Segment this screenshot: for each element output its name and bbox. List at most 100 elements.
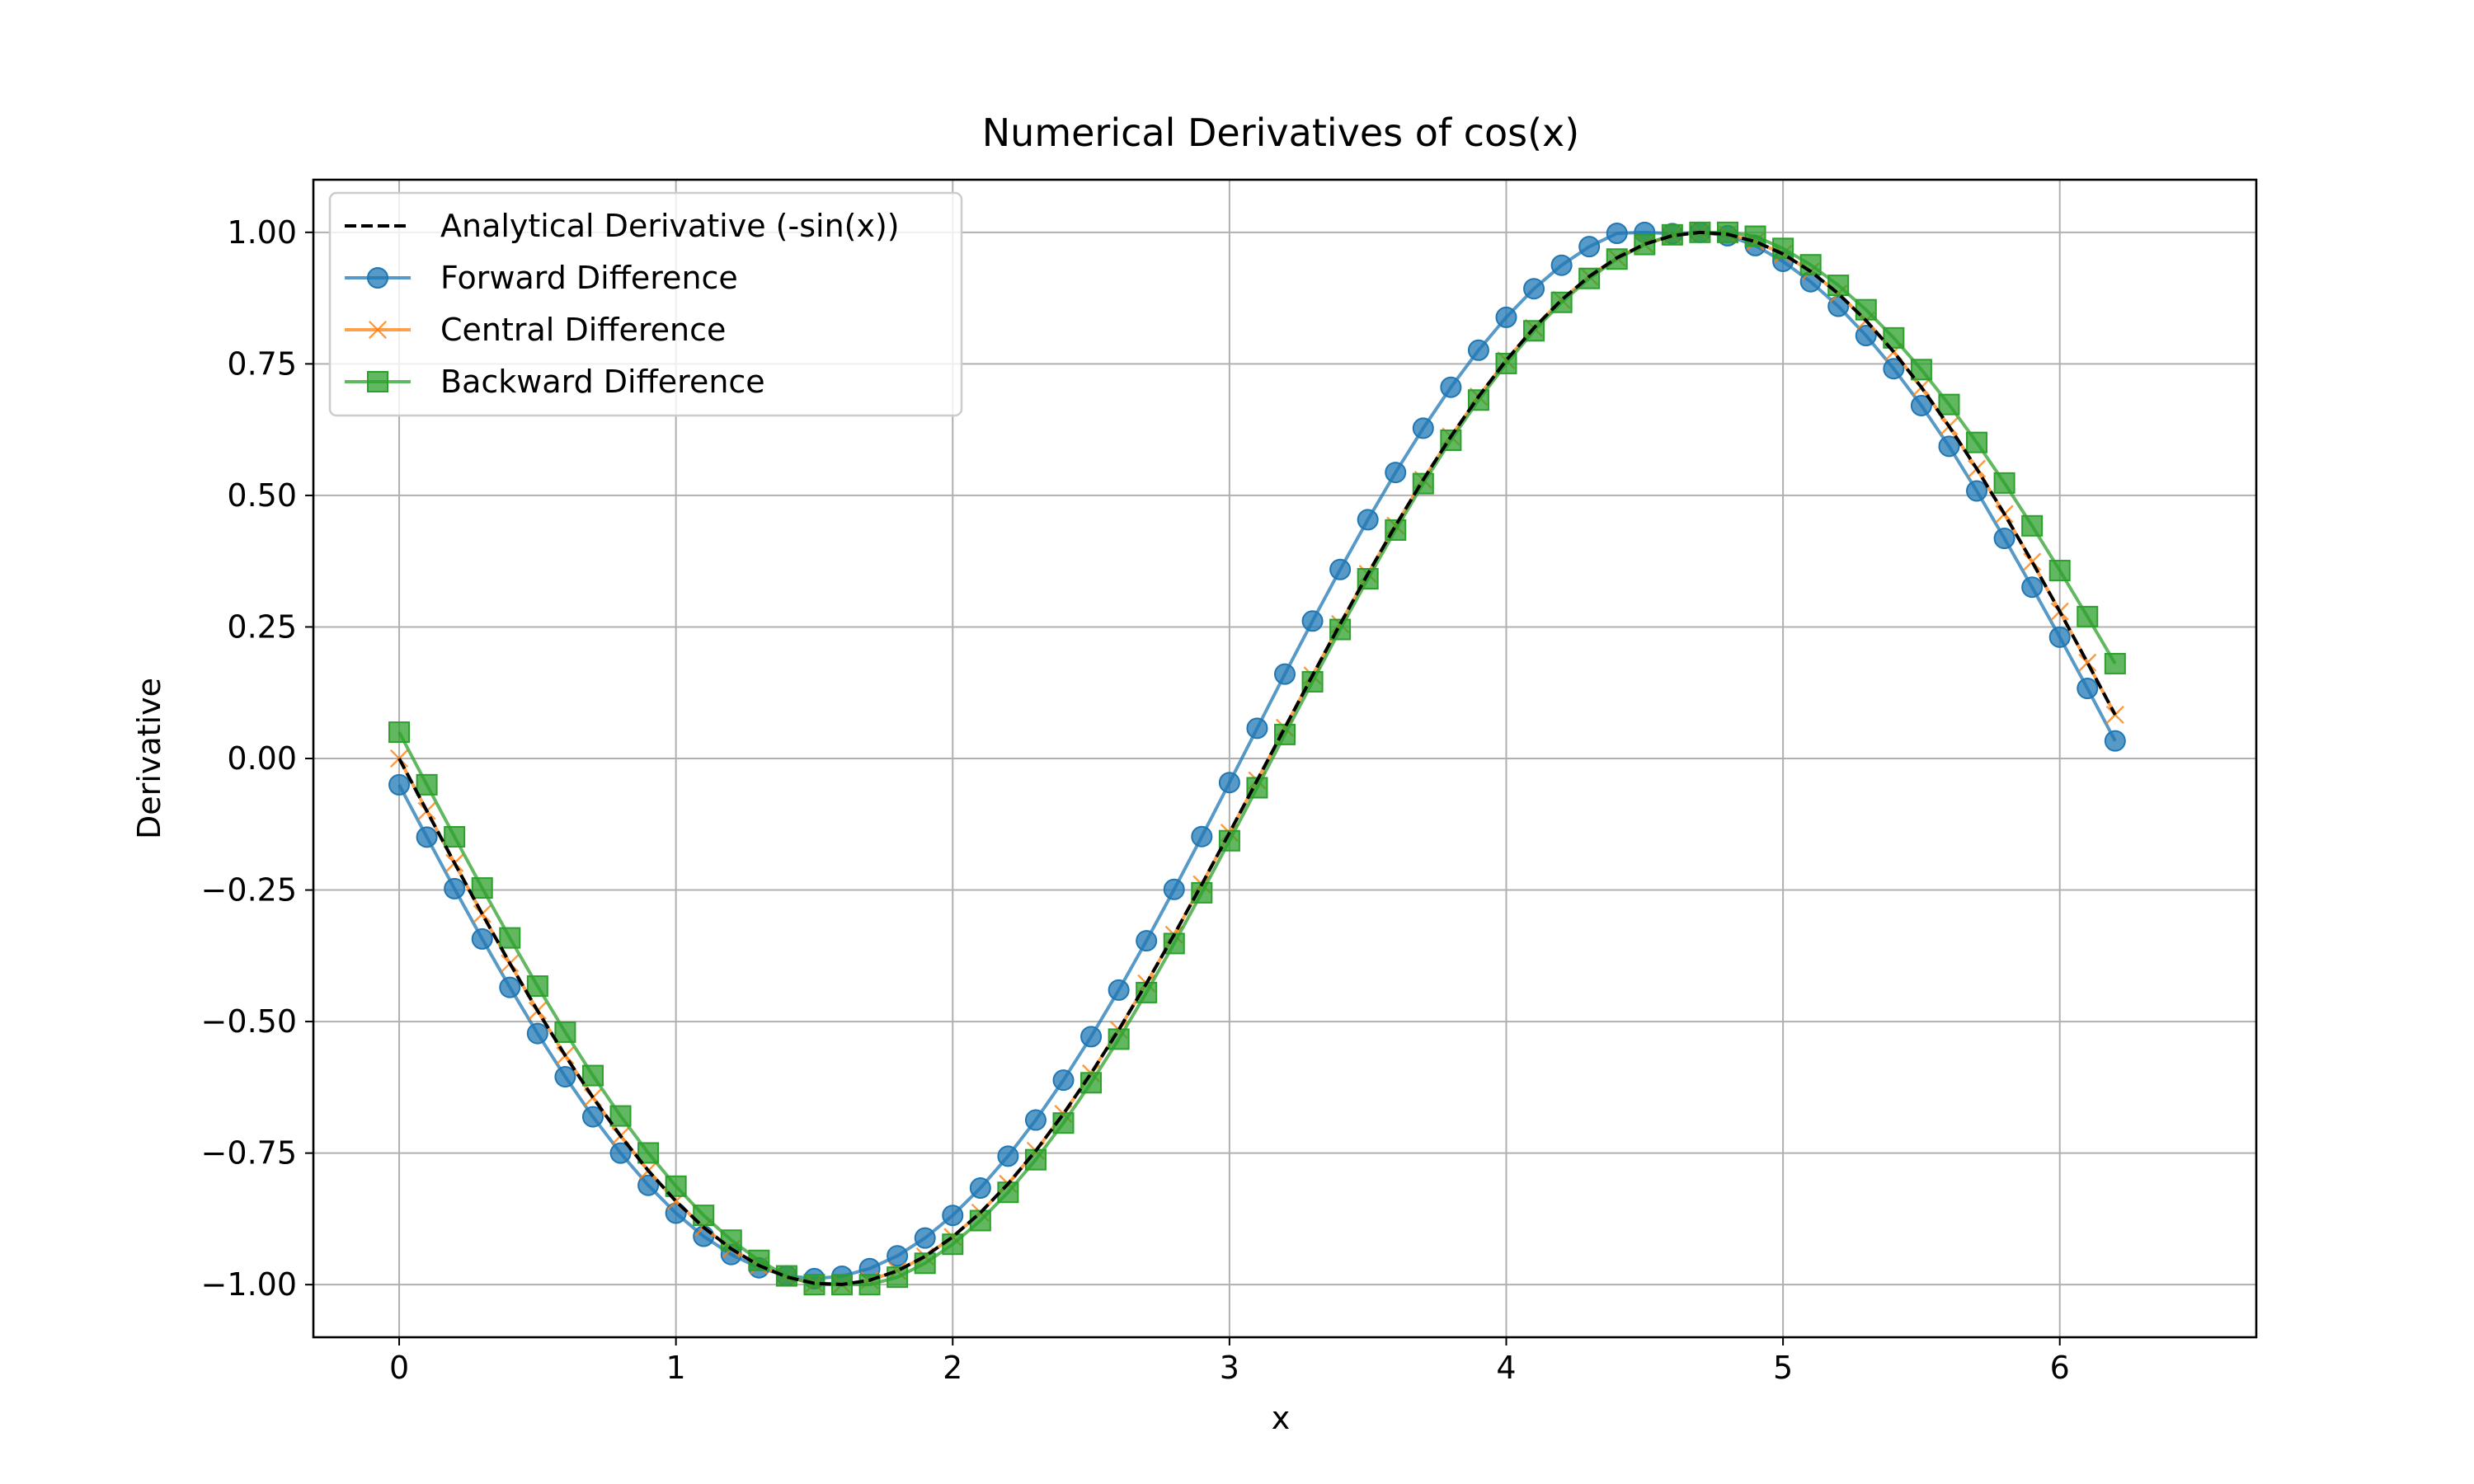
data-point-forward-difference — [1855, 325, 1877, 347]
data-point-backward-difference — [2104, 652, 2126, 674]
y-tick-label: 1.00 — [227, 214, 297, 251]
axes-frame — [312, 178, 2258, 1339]
x-tick-label: 6 — [2050, 1350, 2070, 1386]
data-point-forward-difference — [1550, 254, 1573, 276]
data-point-backward-difference — [609, 1105, 632, 1127]
data-point-backward-difference — [1772, 237, 1794, 260]
data-point-backward-difference — [1855, 298, 1877, 321]
data-point-forward-difference — [416, 826, 438, 848]
legend-frame — [328, 191, 963, 417]
data-point-forward-difference — [499, 976, 521, 998]
legend-label-analytical-derivative-sin-x: Analytical Derivative (-sin(x)) — [440, 208, 900, 244]
y-tick-label: 0.25 — [227, 608, 297, 645]
data-point-forward-difference — [1993, 528, 2015, 550]
data-point-forward-difference — [526, 1022, 548, 1045]
data-point-forward-difference — [1301, 610, 1324, 632]
series-line-analytical-derivative-sin-x — [397, 230, 2117, 1286]
data-point-forward-difference — [1412, 417, 1434, 439]
data-point-forward-difference — [1052, 1069, 1075, 1092]
legend: Analytical Derivative (-sin(x)) Forward D… — [328, 191, 963, 417]
legend-label-central-difference: Central Difference — [440, 312, 726, 348]
x-tick-label: 4 — [1496, 1350, 1516, 1386]
data-point-backward-difference — [499, 927, 521, 949]
data-point-backward-difference — [1550, 291, 1573, 313]
data-point-forward-difference — [1080, 1026, 1103, 1048]
legend-entry-backward-difference: Backward Difference — [345, 364, 765, 400]
data-point-forward-difference — [1938, 435, 1960, 458]
data-point-central-difference — [2078, 653, 2097, 672]
data-point-forward-difference — [609, 1142, 632, 1164]
data-point-forward-difference — [1827, 295, 1850, 317]
y-tick-label: 0.00 — [227, 740, 297, 777]
x-tick-label: 2 — [943, 1350, 962, 1386]
x-tick-label: 0 — [389, 1350, 409, 1386]
data-point-backward-difference — [2021, 514, 2044, 537]
y-tick-label: −1.00 — [201, 1266, 297, 1303]
data-point-forward-difference — [1440, 376, 1462, 398]
data-point-backward-difference — [637, 1142, 660, 1164]
data-point-forward-difference — [997, 1145, 1019, 1167]
data-point-forward-difference — [1606, 223, 1628, 245]
data-point-forward-difference — [1495, 306, 1517, 328]
data-point-forward-difference — [1523, 278, 1545, 300]
data-point-forward-difference — [1191, 825, 1213, 848]
plot-series — [388, 221, 2126, 1296]
x-marker-stroke — [389, 749, 409, 768]
data-point-forward-difference — [2104, 730, 2126, 752]
axis-ticks: 0 1 2 3 4 5 6 −1.00 −0.75 −0.50 −0.25 0.00 0.25 0.50 0… — [201, 214, 2070, 1386]
y-tick-label: −0.50 — [201, 1003, 297, 1040]
data-point-backward-difference — [942, 1233, 964, 1256]
data-point-forward-difference — [388, 773, 411, 796]
data-point-backward-difference — [581, 1064, 604, 1087]
data-point-backward-difference — [1108, 1028, 1130, 1050]
data-point-forward-difference — [444, 877, 466, 899]
legend-entry-analytical-derivative-sin-x: Analytical Derivative (-sin(x)) — [345, 208, 900, 244]
data-point-backward-difference — [416, 773, 438, 796]
data-point-forward-difference — [471, 928, 493, 950]
y-tick-label: 0.75 — [227, 345, 297, 382]
chart-title: Numerical Derivatives of cos(x) — [982, 110, 1579, 155]
data-point-central-difference — [389, 749, 409, 768]
data-point-backward-difference — [388, 721, 411, 744]
data-point-backward-difference — [2048, 559, 2071, 581]
legend-marker-backward-difference — [367, 371, 388, 392]
data-point-backward-difference — [1938, 393, 1960, 416]
x-tick-label: 3 — [1220, 1350, 1239, 1386]
data-point-forward-difference — [1910, 394, 1932, 416]
data-point-backward-difference — [775, 1265, 797, 1287]
data-point-forward-difference — [1136, 930, 1158, 952]
x-tick-label: 1 — [666, 1350, 686, 1386]
data-point-backward-difference — [444, 825, 466, 848]
data-point-forward-difference — [637, 1174, 660, 1196]
legend-marker-central-difference — [368, 320, 388, 340]
data-point-forward-difference — [1329, 558, 1352, 580]
data-point-forward-difference — [1024, 1109, 1047, 1131]
x-marker-stroke — [368, 320, 388, 340]
data-point-forward-difference — [1218, 772, 1240, 794]
data-point-forward-difference — [1274, 663, 1296, 685]
data-point-backward-difference — [1993, 472, 2015, 494]
data-point-forward-difference — [942, 1205, 964, 1227]
data-point-forward-difference — [581, 1106, 604, 1128]
legend-marker-forward-difference — [367, 267, 388, 289]
y-tick-label: 0.50 — [227, 477, 297, 514]
data-point-backward-difference — [1274, 723, 1296, 745]
data-point-forward-difference — [914, 1227, 936, 1249]
data-point-forward-difference — [1883, 358, 1905, 380]
data-point-backward-difference — [2077, 605, 2099, 627]
data-point-backward-difference — [1467, 389, 1489, 411]
data-point-backward-difference — [914, 1252, 936, 1275]
data-point-backward-difference — [887, 1266, 909, 1289]
data-point-backward-difference — [1799, 254, 1822, 276]
data-point-backward-difference — [526, 975, 548, 998]
data-point-backward-difference — [1523, 320, 1545, 342]
data-point-forward-difference — [1578, 236, 1601, 258]
legend-label-backward-difference: Backward Difference — [440, 364, 765, 400]
data-point-backward-difference — [554, 1021, 576, 1043]
data-point-forward-difference — [1385, 462, 1407, 484]
data-point-forward-difference — [1246, 717, 1268, 740]
legend-entry-central-difference: Central Difference — [345, 312, 726, 348]
legend-label-forward-difference: Forward Difference — [440, 260, 738, 296]
data-point-backward-difference — [665, 1175, 687, 1197]
data-point-forward-difference — [1108, 979, 1130, 1001]
